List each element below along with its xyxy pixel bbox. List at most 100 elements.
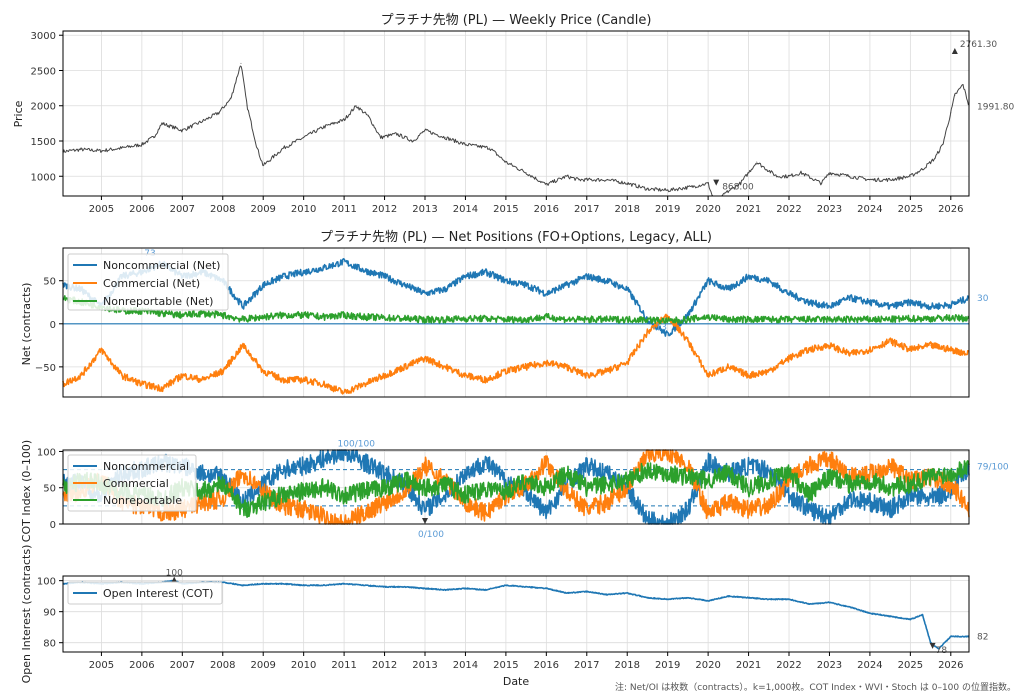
y-tick-label: −50 [35,363,56,374]
data-point [323,126,325,128]
annotation-marker [929,642,936,649]
data-point [646,188,649,190]
x-tick-label: 2012 [372,660,397,671]
data-point [606,280,608,282]
annotation-label: 82 [977,632,988,642]
data-point [444,494,446,496]
data-point [869,349,871,351]
data-point [869,479,871,482]
data-point [962,83,964,86]
data-point [768,280,770,282]
x-tick-label: 2010 [291,204,316,215]
data-point [739,182,742,184]
price-grid [63,31,969,196]
data-point [849,498,851,500]
data-point [768,318,770,321]
data-point [303,508,305,511]
data-point [954,94,956,96]
price-panel-title: プラチナ先物 (PL) — Weekly Price (Candle) [381,13,652,28]
data-point [788,357,790,359]
x-tick-label: 2015 [493,204,518,215]
legend-label-open-interest: Open Interest (COT) [103,587,213,600]
x-tick-label: 2009 [250,660,275,671]
data-point [489,147,491,149]
x-tick-label: 2005 [89,660,114,671]
data-point [687,508,689,511]
data-point [747,318,750,321]
data-point [181,314,183,316]
data-point [747,465,750,467]
data-point [282,147,285,149]
data-point [909,483,911,485]
data-point [80,148,82,151]
data-point [444,483,446,485]
data-point [343,583,345,585]
data-point [707,280,709,282]
data-point [505,479,507,482]
data-point [343,392,345,394]
data-point [565,284,568,286]
data-point [586,275,588,278]
x-tick-label: 2026 [938,204,963,215]
data-point [525,479,527,482]
data-point [687,597,689,599]
annotation-label: 0/100 [418,530,444,540]
data-point [934,158,936,160]
data-point [282,275,285,278]
data-point [161,122,163,124]
data-point [849,353,851,355]
data-point [525,490,527,492]
x-tick-label: 2005 [89,204,114,215]
data-point [525,586,527,588]
data-point [727,472,729,474]
x-tick-label: 2017 [574,204,599,215]
data-point [889,318,891,321]
data-point [282,494,285,496]
data-point [808,494,810,496]
data-point [444,136,446,139]
data-point [323,487,325,489]
data-point [646,519,649,521]
data-point [383,472,386,474]
data-point [161,387,163,389]
data-point [667,598,669,600]
data-point [869,301,871,303]
data-point [303,379,305,381]
x-tick-label: 2006 [129,660,154,671]
data-point [363,584,365,586]
legend-label-commercial-net: Commercial (Net) [103,277,200,290]
data-point [383,317,386,319]
legend-label-noncommercial-net: Noncommercial (Net) [103,259,220,272]
data-point [707,512,709,514]
data-point [303,584,305,586]
data-point [565,366,568,368]
data-point [464,275,467,278]
data-point [646,597,649,599]
data-point [444,288,446,290]
data-point [707,374,709,377]
net-legend-box [67,253,229,311]
data-point [343,119,345,121]
data-point [788,598,790,600]
data-point [222,370,224,372]
data-point [586,374,588,377]
data-point [383,487,386,489]
data-point [747,374,750,377]
data-point [201,472,204,474]
x-tick-label: 2020 [695,204,720,215]
data-point [626,288,628,290]
data-point [424,487,426,489]
oi-legend-box [67,581,223,605]
data-point [545,361,547,364]
x-tick-label: 2013 [412,204,437,215]
data-point [828,172,831,174]
annotation-label: 1991.80 [977,102,1014,112]
x-tick-label: 2025 [898,660,923,671]
x-tick-label: 2014 [453,204,478,215]
data-point [222,498,224,500]
data-point [282,583,285,585]
x-tick-label: 2021 [736,204,761,215]
data-point [707,182,709,184]
data-point [586,318,588,321]
data-point [808,318,810,321]
